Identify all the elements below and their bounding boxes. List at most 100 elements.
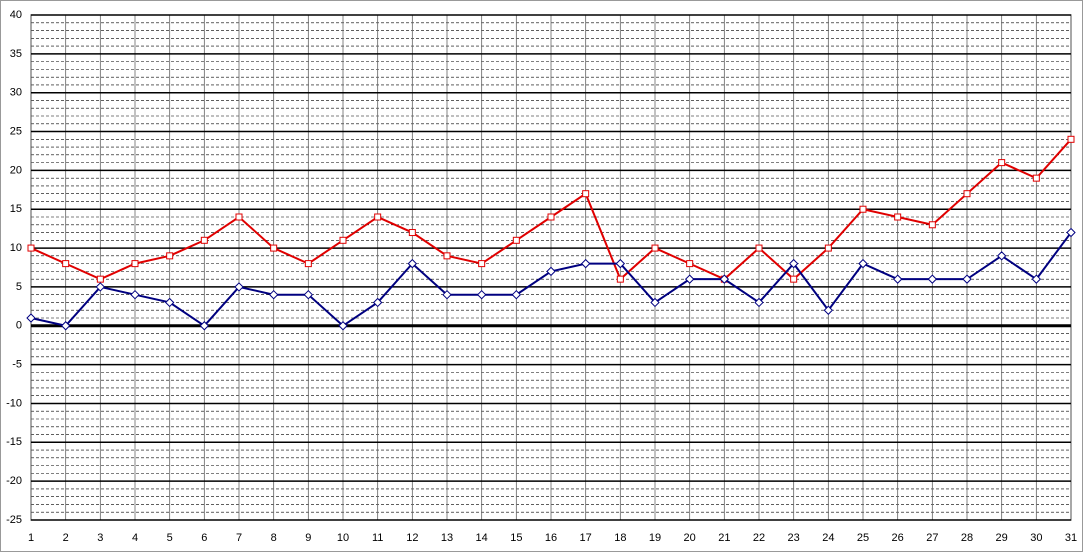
data-point (686, 260, 694, 268)
data-point (998, 159, 1006, 167)
y-tick-label: -25 (6, 514, 22, 526)
data-point (755, 244, 763, 252)
data-point (268, 289, 279, 300)
data-point (131, 260, 139, 268)
data-point (1031, 274, 1042, 284)
data-point (96, 275, 104, 283)
data-point (996, 251, 1007, 261)
data-point (235, 213, 243, 221)
data-point (303, 289, 314, 300)
data-point (27, 244, 35, 252)
x-tick-label: 28 (961, 532, 973, 544)
data-point (858, 258, 868, 269)
data-point (166, 252, 174, 260)
data-point (95, 282, 106, 292)
data-point (928, 221, 936, 229)
data-point (962, 274, 972, 284)
data-point (823, 305, 834, 315)
x-tick-label: 8 (271, 532, 277, 544)
data-point (339, 236, 347, 244)
data-point (892, 274, 903, 284)
data-point (754, 297, 764, 308)
data-point (1032, 174, 1040, 182)
x-tick-label: 10 (337, 532, 349, 544)
x-tick-label: 9 (305, 532, 311, 544)
x-tick-label: 30 (1030, 532, 1042, 544)
y-tick-label: -20 (6, 475, 22, 487)
x-tick-label: 15 (510, 532, 522, 544)
y-tick-label: 0 (16, 320, 22, 332)
data-point (199, 321, 210, 331)
data-point (615, 258, 626, 269)
data-point (894, 213, 902, 221)
x-tick-label: 31 (1065, 532, 1077, 544)
data-point (372, 297, 383, 308)
data-point (651, 244, 659, 252)
x-tick-label: 27 (926, 532, 938, 544)
data-point (304, 260, 312, 268)
data-point (338, 321, 348, 331)
x-tick-label: 25 (857, 532, 869, 544)
data-point (234, 282, 244, 292)
x-tick-label: 7 (236, 532, 242, 544)
data-point (164, 297, 175, 308)
data-point (62, 260, 70, 268)
x-tick-label: 16 (545, 532, 557, 544)
data-point (511, 289, 522, 300)
y-tick-label: 10 (10, 242, 22, 254)
y-tick-label: 25 (10, 125, 22, 137)
y-tick-label: 30 (10, 87, 22, 99)
x-tick-label: 22 (753, 532, 765, 544)
data-point (478, 260, 486, 268)
y-tick-label: 20 (10, 164, 22, 176)
data-point (1066, 227, 1076, 238)
data-point (582, 190, 590, 198)
data-point (616, 275, 624, 283)
x-tick-label: 6 (201, 532, 207, 544)
data-point (200, 236, 208, 244)
x-tick-label: 17 (580, 532, 592, 544)
y-tick-label: -10 (6, 397, 22, 409)
data-point (788, 258, 799, 269)
data-point (963, 190, 971, 198)
data-point (26, 313, 36, 323)
y-tick-label: 40 (10, 9, 22, 21)
data-point (546, 266, 556, 277)
x-tick-label: 4 (132, 532, 138, 544)
y-tick-label: 35 (10, 48, 22, 60)
x-tick-label: 24 (822, 532, 834, 544)
x-tick-label: 18 (614, 532, 626, 544)
data-point (476, 289, 487, 300)
data-point (580, 258, 591, 269)
data-point (684, 274, 695, 284)
x-tick-label: 23 (788, 532, 800, 544)
data-point (512, 236, 520, 244)
data-point (408, 229, 416, 237)
x-tick-label: 3 (97, 532, 103, 544)
y-tick-label: 5 (16, 281, 22, 293)
data-point (407, 258, 418, 269)
x-tick-label: 29 (996, 532, 1008, 544)
data-point (442, 289, 452, 300)
data-point (790, 275, 798, 283)
y-tick-label: -15 (6, 436, 22, 448)
x-tick-label: 11 (372, 532, 383, 544)
x-tick-label: 13 (441, 532, 453, 544)
x-tick-label: 1 (28, 532, 34, 544)
x-tick-label: 12 (406, 532, 418, 544)
data-point (650, 297, 660, 308)
data-point (824, 244, 832, 252)
x-tick-label: 20 (684, 532, 696, 544)
data-point (130, 289, 140, 300)
data-point (1067, 135, 1075, 143)
x-tick-label: 5 (167, 532, 173, 544)
data-point (547, 213, 555, 221)
x-tick-label: 14 (476, 532, 488, 544)
data-point (60, 321, 71, 331)
y-tick-label: -5 (12, 359, 22, 371)
data-point (719, 274, 730, 284)
data-point (270, 244, 278, 252)
x-tick-label: 2 (63, 532, 69, 544)
